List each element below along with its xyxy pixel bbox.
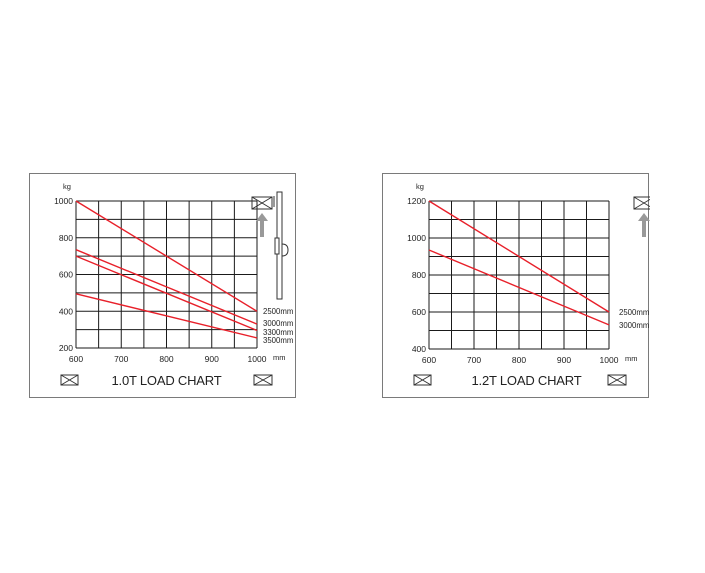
envelope-frame xyxy=(607,374,627,386)
envelope-frame xyxy=(60,374,79,386)
y-tick-label: 600 xyxy=(59,270,73,280)
series-label: 3000mm xyxy=(619,321,649,330)
envelope-frame xyxy=(253,374,273,386)
envelope-cross xyxy=(60,374,79,386)
y-axis-label: kg xyxy=(63,182,71,191)
x-tick-label: 600 xyxy=(422,355,436,365)
lift-arrow-shaft xyxy=(642,220,646,237)
series-line xyxy=(428,200,610,313)
y-tick-label: 400 xyxy=(412,344,426,354)
load-box-icon xyxy=(251,196,273,210)
envelope-cross xyxy=(633,196,650,210)
y-tick-label: 400 xyxy=(59,306,73,316)
y-axis-label: kg xyxy=(416,182,424,191)
load-chart-2: 400 600 800 1000 1200 600 700 800 900 1000 kg mm 25… xyxy=(382,173,650,398)
x-axis-label: mm xyxy=(273,353,286,362)
y-tick-label: 800 xyxy=(412,270,426,280)
chart-title: 1.2T LOAD CHART xyxy=(471,373,582,388)
x-tick-label: 600 xyxy=(69,354,83,364)
y-tick-label: 1200 xyxy=(407,196,426,206)
lift-arrow-shaft xyxy=(260,220,264,237)
series-line xyxy=(75,255,258,332)
y-tick-label: 1000 xyxy=(54,196,73,206)
x-tick-label: 1000 xyxy=(248,354,267,364)
load-chart-1: 200 400 600 800 1000 600 700 800 900 1000 kg mm 250… xyxy=(29,173,296,398)
series-label: 3300mm xyxy=(263,328,293,337)
chart-svg: 200 400 600 800 1000 600 700 800 900 1000 kg mm 250… xyxy=(54,182,293,386)
lift-arrow-head xyxy=(638,213,650,221)
series-line xyxy=(75,293,258,339)
mast-bracket xyxy=(281,243,289,257)
y-tick-label: 200 xyxy=(59,343,73,353)
envelope-frame xyxy=(633,196,650,210)
x-tick-label: 900 xyxy=(205,354,219,364)
forklift-mast-icon xyxy=(251,191,289,300)
load-box-icon xyxy=(633,196,650,210)
mast-carriage xyxy=(274,237,280,255)
envelope-cross xyxy=(253,374,273,386)
envelope-icon-right xyxy=(253,374,273,386)
series-label: 3000mm xyxy=(263,319,293,328)
chart-title: 1.0T LOAD CHART xyxy=(111,373,222,388)
envelope-frame xyxy=(251,196,273,210)
series-label: 2500mm xyxy=(263,307,293,316)
envelope-cross xyxy=(413,374,432,386)
series-label: 3500mm xyxy=(263,336,293,345)
forklift-mast-icon xyxy=(633,196,650,237)
series-line xyxy=(75,200,258,312)
x-tick-label: 800 xyxy=(512,355,526,365)
x-axis-label: mm xyxy=(625,354,638,363)
series-label: 2500mm xyxy=(619,308,649,317)
x-tick-label: 1000 xyxy=(600,355,619,365)
envelope-cross xyxy=(607,374,627,386)
y-tick-label: 600 xyxy=(412,307,426,317)
series-line xyxy=(75,249,258,325)
x-tick-label: 800 xyxy=(159,354,173,364)
x-tick-label: 900 xyxy=(557,355,571,365)
envelope-icon-left xyxy=(413,374,432,386)
y-tick-label: 800 xyxy=(59,233,73,243)
series-line xyxy=(428,249,610,326)
envelope-cross xyxy=(251,196,273,210)
envelope-icon-right xyxy=(607,374,627,386)
envelope-icon-left xyxy=(60,374,79,386)
envelope-frame xyxy=(413,374,432,386)
x-tick-label: 700 xyxy=(467,355,481,365)
y-tick-label: 1000 xyxy=(407,233,426,243)
x-tick-label: 700 xyxy=(114,354,128,364)
lift-arrow-head xyxy=(256,213,268,221)
